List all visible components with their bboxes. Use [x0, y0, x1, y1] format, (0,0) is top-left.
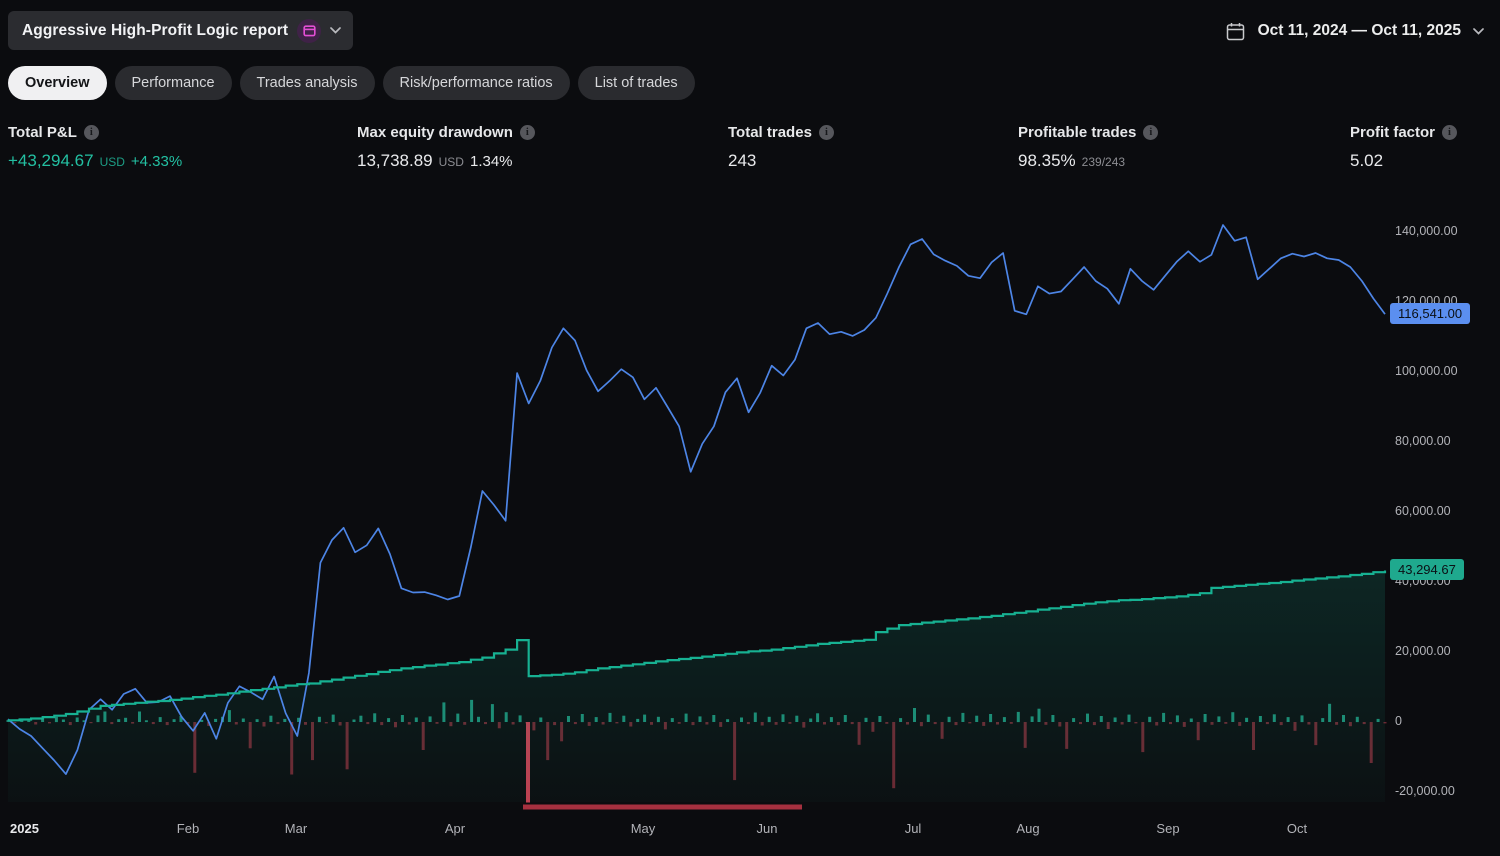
stat-ratio: 239/243 [1081, 155, 1126, 169]
chart-area[interactable]: 140,000.00 120,000.00 100,000.00 80,000.00 6… [0, 190, 1500, 856]
stat-profit-factor: Profit factor i 5.02 [1350, 124, 1458, 171]
x-axis-label: 2025 [10, 821, 39, 836]
stat-value: 5.02 [1350, 151, 1384, 170]
equity-line [7, 224, 1386, 775]
y-axis-label: 140,000.00 [1395, 224, 1458, 238]
tab-performance[interactable]: Performance [114, 66, 232, 100]
stat-label: Total trades [728, 124, 812, 141]
stat-percent: 1.34% [469, 153, 513, 170]
y-axis-label: 60,000.00 [1395, 504, 1451, 518]
info-icon[interactable]: i [1143, 125, 1159, 140]
chevron-down-icon [1473, 27, 1484, 35]
x-axis-label: Jul [904, 821, 922, 836]
tab-overview[interactable]: Overview [8, 66, 107, 100]
calendar-icon [1225, 21, 1246, 42]
price-badge-pnl-last: 43,294.67 [1390, 559, 1464, 581]
strategy-icon [297, 18, 322, 43]
x-axis-label: Mar [284, 821, 308, 836]
stat-label: Profitable trades [1018, 124, 1137, 141]
tab-risk-performance-ratios[interactable]: Risk/performance ratios [382, 66, 570, 100]
y-axis-label: 80,000.00 [1395, 434, 1451, 448]
stat-value: +43,294.67 [8, 151, 94, 170]
stat-value: 13,738.89 [357, 151, 433, 170]
stat-label: Profit factor [1350, 124, 1436, 141]
x-axis-label: Sep [1156, 821, 1180, 836]
stat-currency: USD [99, 155, 125, 169]
report-selector[interactable]: Aggressive High-Profit Logic report [8, 11, 354, 50]
stat-total-pnl: Total P&L i +43,294.67 USD +4.33% [8, 124, 182, 171]
stat-profitable-trades: Profitable trades i 98.35% 239/243 [1018, 124, 1159, 171]
x-axis-label: May [630, 821, 656, 836]
stat-value: 98.35% [1018, 151, 1076, 170]
x-axis-label: Aug [1016, 821, 1040, 836]
info-icon[interactable]: i [519, 125, 535, 140]
report-tabs: Overview Performance Trades analysis Ris… [8, 66, 695, 100]
stat-label: Total P&L [8, 124, 77, 141]
y-axis-label: 20,000.00 [1395, 644, 1451, 658]
date-range-text: Oct 11, 2024 — Oct 11, 2025 [1257, 22, 1461, 39]
info-icon[interactable]: i [818, 125, 834, 140]
stat-total-trades: Total trades i 243 [728, 124, 834, 171]
price-badge-equity-last: 116,541.00 [1390, 303, 1471, 325]
y-axis-label: 100,000.00 [1395, 364, 1458, 378]
chart-canvas[interactable] [0, 190, 1500, 856]
tab-trades-analysis[interactable]: Trades analysis [239, 66, 375, 100]
cumulative-pnl-area [8, 570, 1385, 802]
info-icon[interactable]: i [83, 125, 99, 140]
x-axis-label: Jun [756, 821, 778, 836]
cumulative-pnl-line [8, 570, 1387, 722]
tab-list-of-trades[interactable]: List of trades [577, 66, 695, 100]
y-axis-label: 0 [1395, 714, 1402, 728]
stat-value: 243 [728, 151, 757, 170]
chevron-down-icon [330, 27, 342, 34]
info-icon[interactable]: i [1442, 125, 1458, 140]
stat-label: Max equity drawdown [357, 124, 513, 141]
stat-percent: +4.33% [130, 153, 183, 170]
x-axis-label: Oct [1286, 821, 1308, 836]
report-title: Aggressive High-Profit Logic report [22, 21, 289, 39]
stat-currency: USD [438, 155, 464, 169]
date-range-picker[interactable]: Oct 11, 2024 — Oct 11, 2025 [1225, 16, 1484, 46]
stat-max-drawdown: Max equity drawdown i 13,738.89 USD 1.34… [357, 124, 535, 171]
x-axis-label: Feb [176, 821, 200, 836]
x-axis-label: Apr [444, 821, 466, 836]
y-axis-label: -20,000.00 [1395, 784, 1455, 798]
